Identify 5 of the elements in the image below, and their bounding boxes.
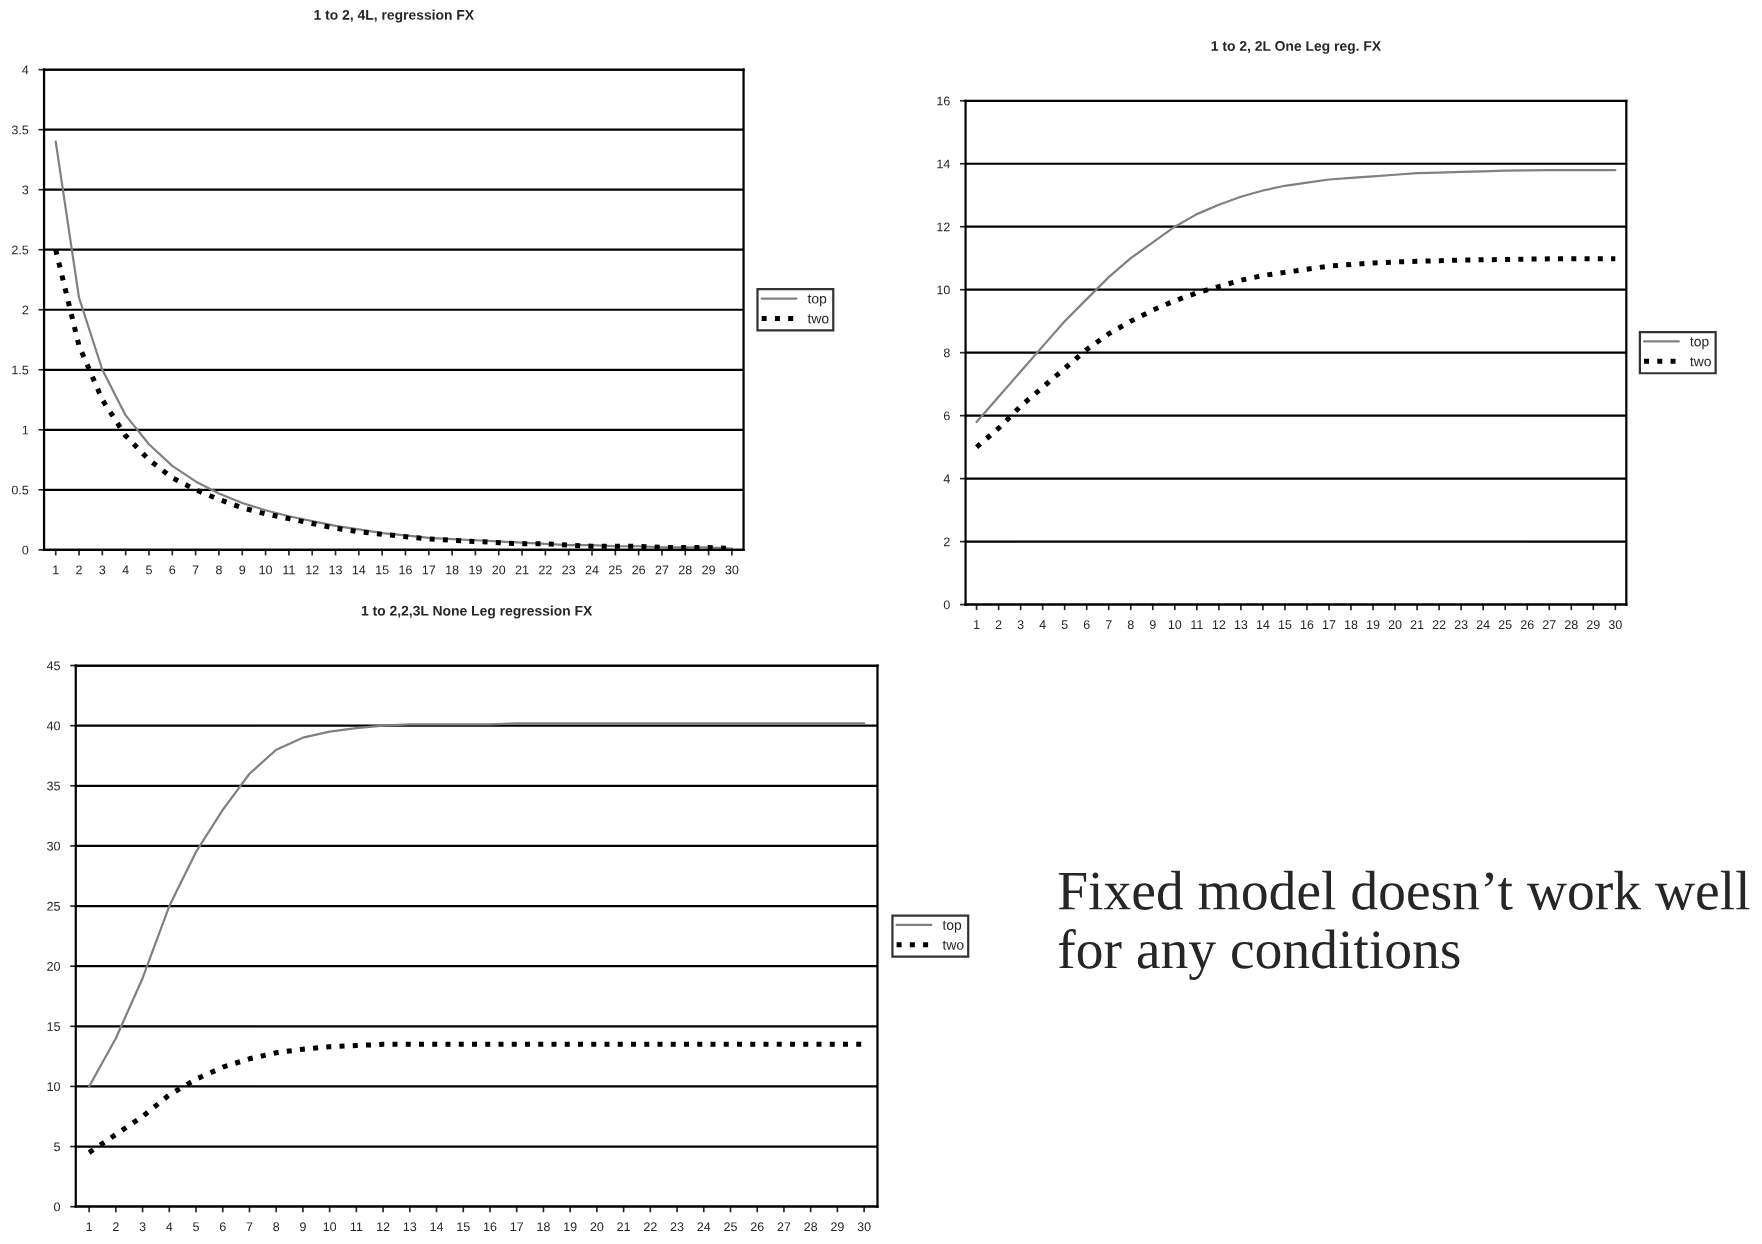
line-series bbox=[54, 140, 734, 550]
line-series bbox=[975, 168, 1617, 424]
line-series bbox=[88, 722, 866, 1088]
line-series bbox=[974, 256, 1618, 450]
text: Fixed model doesn’t work well for any conditions bbox=[1058, 870, 1750, 981]
